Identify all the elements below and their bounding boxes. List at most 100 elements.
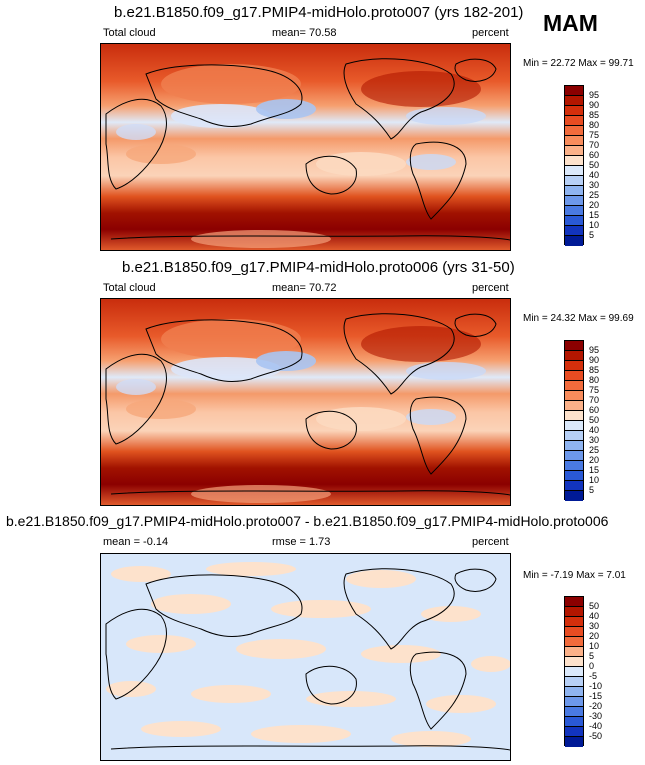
panel-2-colorbar-box xyxy=(565,411,583,421)
panel-3-title: b.e21.B1850.f09_g17.PMIP4-midHolo.proto0… xyxy=(6,513,609,529)
panel-2-colorbar-box xyxy=(565,381,583,391)
panel-2-colorbar-box xyxy=(565,461,583,471)
colorbar-label: 95 xyxy=(589,345,600,355)
panel-3-map xyxy=(100,553,511,761)
panel-3-colorbar-box xyxy=(565,677,583,687)
panel-1-minmax: Min = 22.72 Max = 99.71 xyxy=(523,58,634,69)
colorbar-label: -30 xyxy=(589,711,603,721)
panel-2-colorbar-box xyxy=(565,481,583,491)
panel-2-colorbar-box xyxy=(565,361,583,371)
colorbar-label: 25 xyxy=(589,445,600,455)
panel-3-colorbar-box xyxy=(565,627,583,637)
panel-2-colorbar xyxy=(564,340,584,501)
panel-3-colorbar-box xyxy=(565,707,583,717)
season-label: MAM xyxy=(543,10,598,36)
panel-2-mean-label: mean= 70.72 xyxy=(272,282,337,294)
colorbar-label: -10 xyxy=(589,681,603,691)
colorbar-label: 25 xyxy=(589,190,600,200)
panel-1-colorbar-box xyxy=(565,166,583,176)
panel-2-minmax: Min = 24.32 Max = 99.69 xyxy=(523,313,634,324)
panel-2-colorbar-box xyxy=(565,401,583,411)
colorbar-label: -20 xyxy=(589,701,603,711)
colorbar-label: 60 xyxy=(589,405,600,415)
colorbar-label: 10 xyxy=(589,641,600,651)
colorbar-label: 75 xyxy=(589,130,600,140)
colorbar-label: 85 xyxy=(589,365,600,375)
panel-1-colorbar-box xyxy=(565,106,583,116)
colorbar-label: 20 xyxy=(589,455,600,465)
colorbar-label: 50 xyxy=(589,601,600,611)
panel-2-map xyxy=(100,298,511,506)
panel-3-colorbar-box xyxy=(565,597,583,607)
colorbar-label: 60 xyxy=(589,150,600,160)
colorbar-label: 40 xyxy=(589,425,600,435)
colorbar-label: 15 xyxy=(589,465,600,475)
panel-2-title: b.e21.B1850.f09_g17.PMIP4-midHolo.proto0… xyxy=(122,259,515,276)
panel-3-colorbar-box xyxy=(565,727,583,737)
panel-1-colorbar-box xyxy=(565,226,583,236)
colorbar-label: 0 xyxy=(589,661,595,671)
colorbar-label: -15 xyxy=(589,691,603,701)
panel-3-colorbar-box xyxy=(565,657,583,667)
panel-3-minmax: Min = -7.19 Max = 7.01 xyxy=(523,570,626,581)
panel-3-colorbar-box xyxy=(565,717,583,727)
panel-1-map-svg xyxy=(101,44,510,250)
panel-3-colorbar-box xyxy=(565,637,583,647)
colorbar-label: -5 xyxy=(589,671,598,681)
colorbar-label: 20 xyxy=(589,631,600,641)
colorbar-label: 95 xyxy=(589,90,600,100)
panel-3-rmse-label: rmse = 1.73 xyxy=(272,536,331,548)
panel-3-colorbar-box xyxy=(565,737,583,747)
panel-2-units-label: percent xyxy=(472,282,509,294)
panel-2-colorbar-box xyxy=(565,451,583,461)
colorbar-label: 90 xyxy=(589,355,600,365)
panel-1-colorbar-box xyxy=(565,136,583,146)
panel-2-colorbar-box xyxy=(565,391,583,401)
panel-2-map-svg xyxy=(101,299,510,505)
colorbar-label: 5 xyxy=(589,230,595,240)
colorbar-label: 5 xyxy=(589,651,595,661)
colorbar-label: -50 xyxy=(589,731,603,741)
panel-1-units-label: percent xyxy=(472,27,509,39)
panel-1-colorbar-box xyxy=(565,126,583,136)
panel-1-colorbar xyxy=(564,85,584,246)
panel-3-colorbar-box xyxy=(565,617,583,627)
panel-3-colorbar-box xyxy=(565,607,583,617)
colorbar-label: 40 xyxy=(589,611,600,621)
panel-2-colorbar-box xyxy=(565,431,583,441)
colorbar-label: 10 xyxy=(589,475,600,485)
panel-1-colorbar-box xyxy=(565,186,583,196)
panel-1-colorbar-box xyxy=(565,206,583,216)
panel-3-colorbar xyxy=(564,596,584,747)
panel-2-colorbar-box xyxy=(565,471,583,481)
panel-2-colorbar-box xyxy=(565,371,583,381)
colorbar-label: 30 xyxy=(589,435,600,445)
colorbar-label: 30 xyxy=(589,621,600,631)
panel-1-colorbar-box xyxy=(565,216,583,226)
panel-2-variable-label: Total cloud xyxy=(103,282,156,294)
panel-1-colorbar-box xyxy=(565,176,583,186)
panel-3-map-svg xyxy=(101,554,510,760)
panel-3-mean-label: mean = -0.14 xyxy=(103,536,169,548)
colorbar-label: 15 xyxy=(589,210,600,220)
panel-2-colorbar-box xyxy=(565,441,583,451)
panel-1-variable-label: Total cloud xyxy=(103,27,156,39)
colorbar-label: 20 xyxy=(589,200,600,210)
panel-2-colorbar-box xyxy=(565,351,583,361)
panel-1-title: b.e21.B1850.f09_g17.PMIP4-midHolo.proto0… xyxy=(114,4,524,21)
panel-2-colorbar-box xyxy=(565,421,583,431)
panel-2-colorbar-box xyxy=(565,491,583,501)
colorbar-label: 30 xyxy=(589,180,600,190)
panel-1-colorbar-box xyxy=(565,196,583,206)
colorbar-label: 80 xyxy=(589,120,600,130)
panel-1-colorbar-box xyxy=(565,236,583,246)
panel-3-colorbar-box xyxy=(565,667,583,677)
panel-3-colorbar-box xyxy=(565,647,583,657)
colorbar-label: 90 xyxy=(589,100,600,110)
colorbar-label: 80 xyxy=(589,375,600,385)
panel-3-colorbar-box xyxy=(565,697,583,707)
colorbar-label: 10 xyxy=(589,220,600,230)
colorbar-label: 70 xyxy=(589,395,600,405)
panel-3-units-label: percent xyxy=(472,536,509,548)
panel-1-colorbar-box xyxy=(565,146,583,156)
